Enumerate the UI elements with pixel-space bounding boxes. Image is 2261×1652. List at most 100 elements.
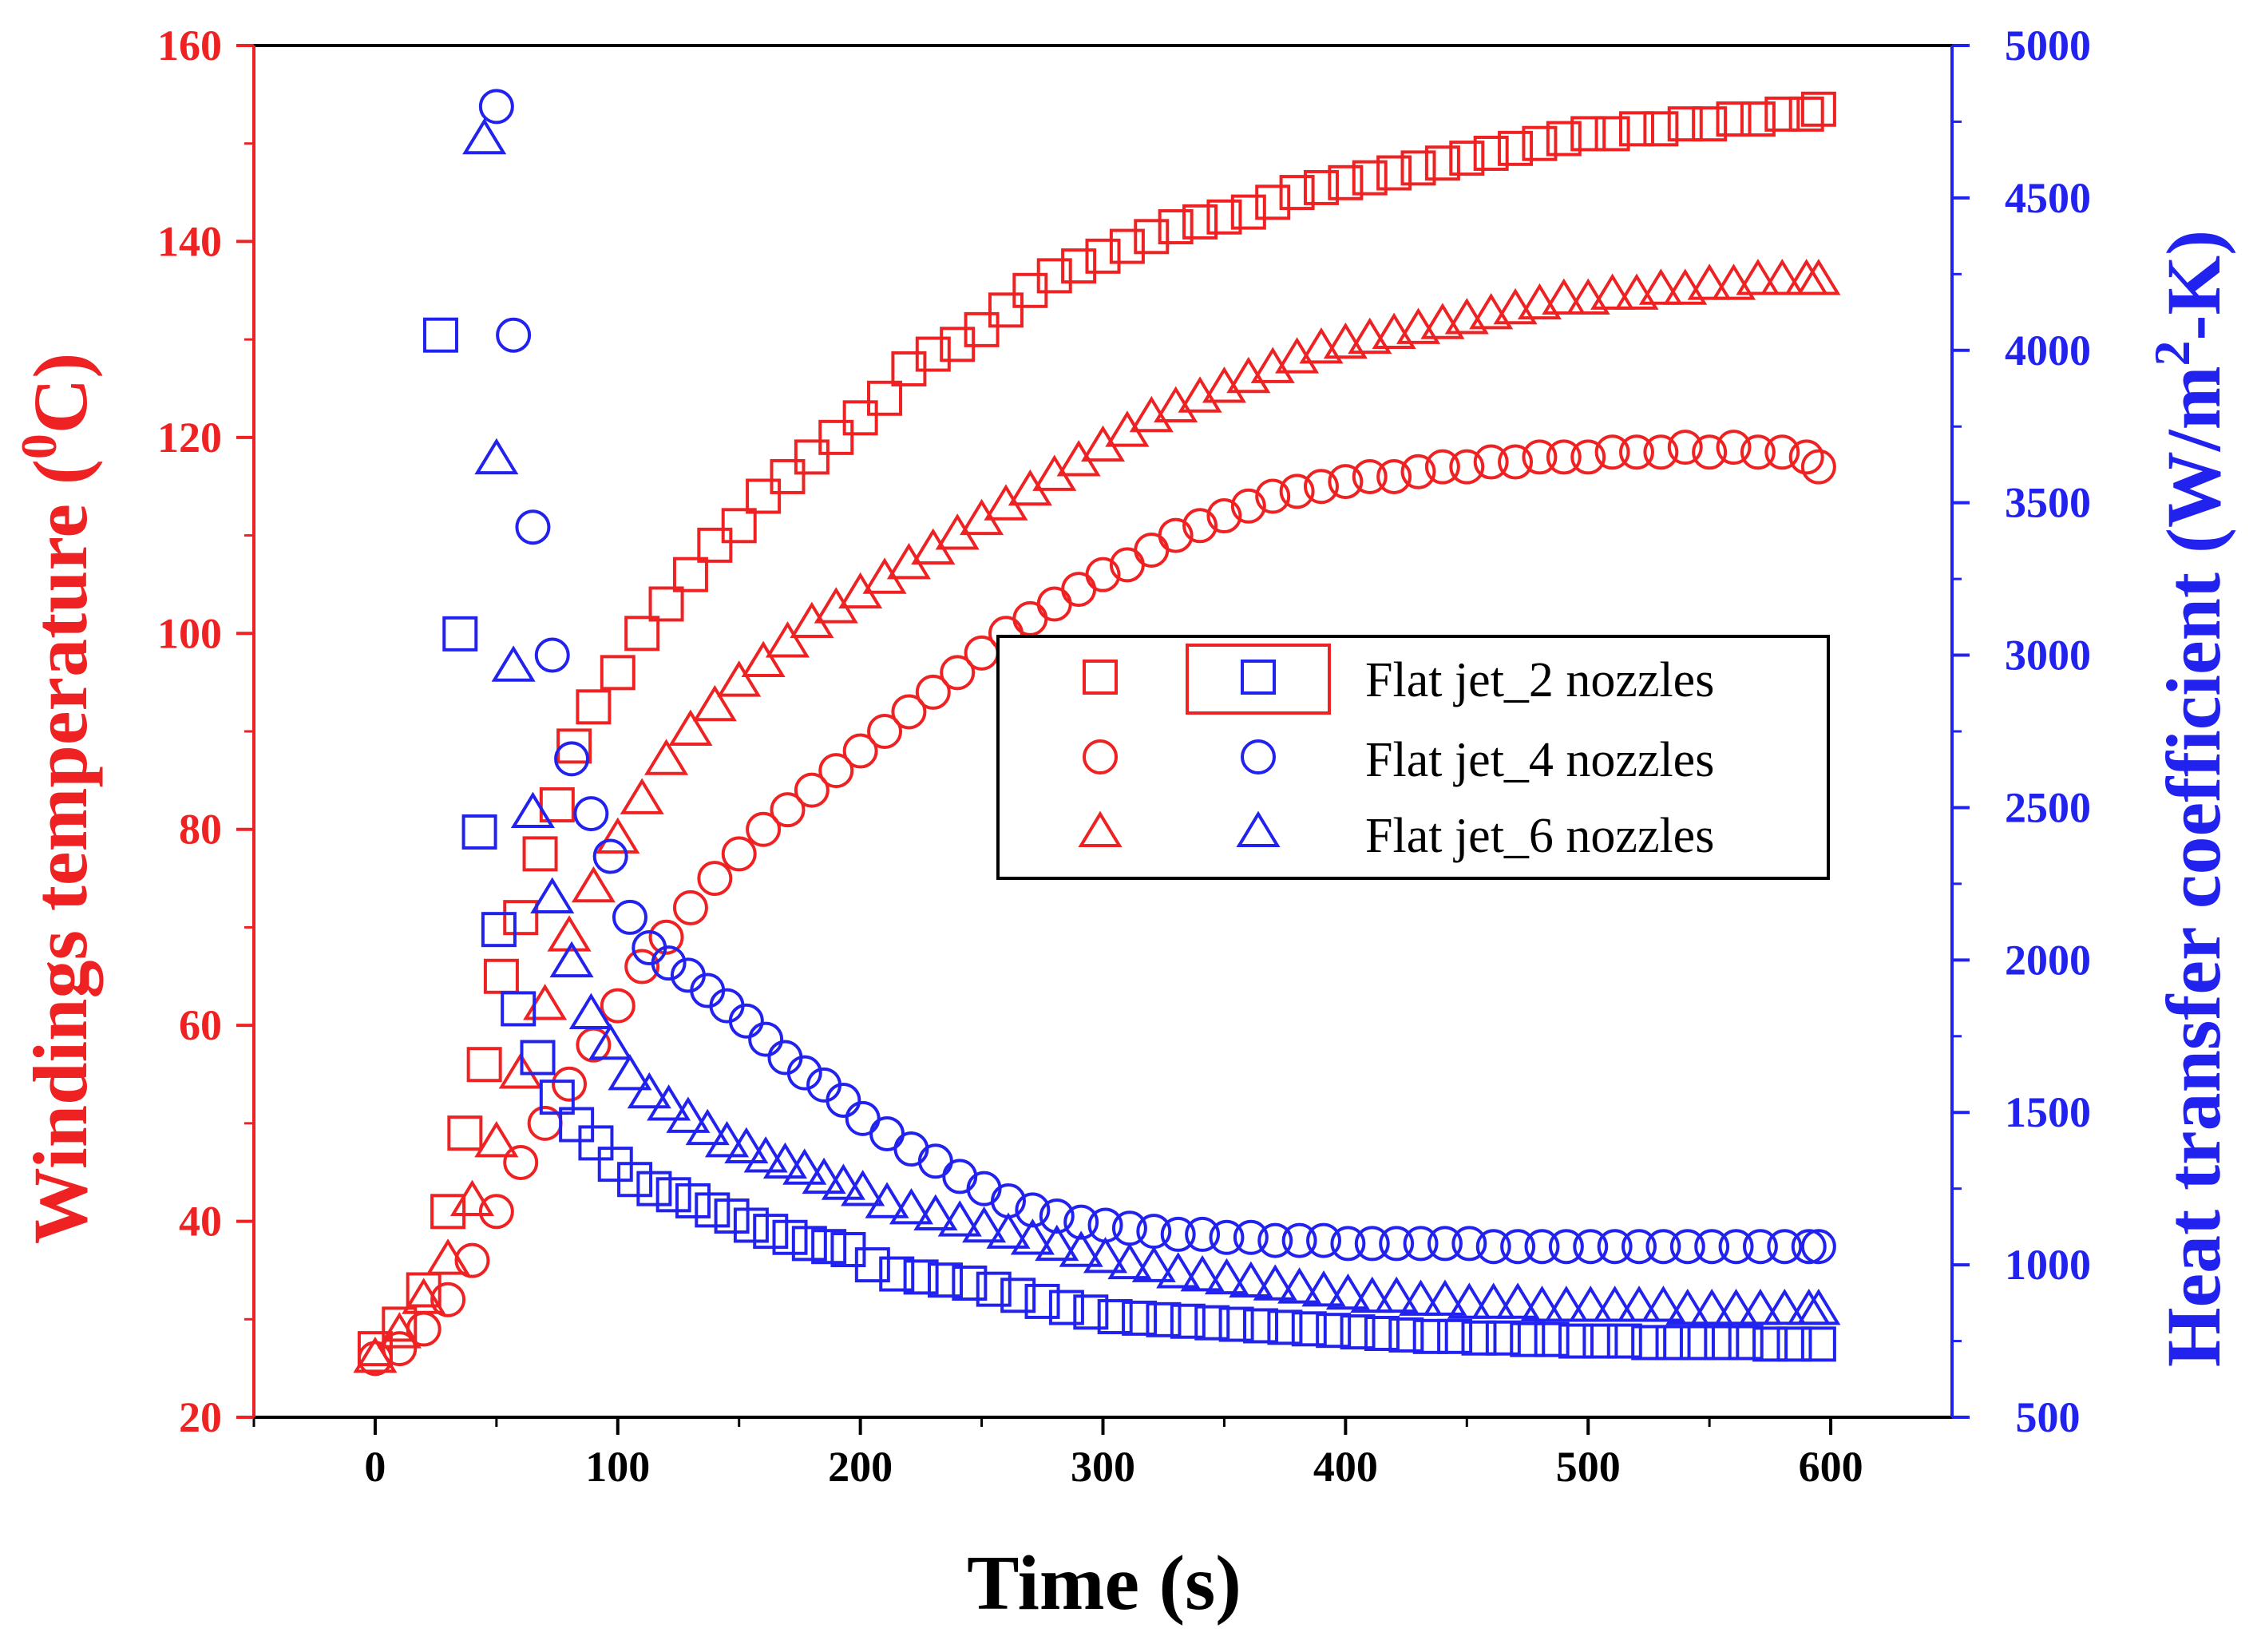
y-right-tick-label: 2500 bbox=[2005, 783, 2091, 831]
data-point-circle bbox=[1063, 1204, 1099, 1240]
data-point-circle bbox=[1427, 1226, 1463, 1262]
data-point-square bbox=[1352, 160, 1388, 196]
data-point-triangle bbox=[1590, 273, 1635, 310]
y-left-tick-label: 140 bbox=[157, 217, 222, 265]
data-point-square bbox=[772, 1219, 808, 1255]
data-point-square bbox=[1024, 1283, 1060, 1319]
data-point-triangle bbox=[1423, 1279, 1467, 1316]
y-right-title-sup: 2 bbox=[2144, 340, 2200, 366]
data-point-square bbox=[1570, 116, 1606, 152]
data-point-square bbox=[753, 1214, 789, 1250]
data-point-circle bbox=[624, 949, 660, 984]
data-point-square bbox=[988, 292, 1024, 328]
data-point-square bbox=[1376, 155, 1412, 191]
data-point-circle bbox=[1424, 449, 1460, 485]
data-point-square bbox=[675, 1183, 711, 1218]
data-point-circle bbox=[454, 1242, 490, 1278]
data-point-circle bbox=[721, 836, 757, 872]
data-point-triangle bbox=[1301, 1270, 1346, 1307]
data-point-square bbox=[1437, 1318, 1473, 1354]
data-point-square bbox=[1109, 228, 1145, 264]
y-right-tick-label: 3500 bbox=[2005, 479, 2091, 527]
data-point-circle bbox=[515, 509, 551, 545]
data-point-square bbox=[721, 508, 757, 544]
data-point-circle bbox=[1800, 449, 1836, 485]
data-point-circle bbox=[1645, 1229, 1681, 1265]
data-point-circle bbox=[478, 89, 514, 125]
data-point-square bbox=[624, 616, 660, 652]
data-point-square bbox=[976, 1271, 1012, 1307]
data-point-square bbox=[1534, 1321, 1570, 1357]
series-layer bbox=[353, 89, 1841, 1377]
data-point-circle bbox=[1039, 1198, 1075, 1234]
data-point-circle bbox=[1522, 439, 1558, 475]
series-5 bbox=[462, 117, 1841, 1325]
data-point-circle bbox=[1257, 1222, 1293, 1258]
data-point-triangle bbox=[549, 941, 594, 978]
data-point-circle bbox=[1788, 439, 1824, 475]
data-point-triangle bbox=[1469, 293, 1514, 330]
data-point-circle bbox=[1524, 1229, 1560, 1265]
data-point-square bbox=[915, 336, 951, 372]
data-point-circle bbox=[940, 655, 976, 691]
data-point-square bbox=[461, 814, 497, 850]
data-point-triangle bbox=[1714, 1288, 1759, 1325]
data-point-circle bbox=[573, 796, 609, 832]
data-point-square bbox=[442, 616, 478, 652]
data-point-square bbox=[576, 689, 612, 725]
data-point-square bbox=[539, 1080, 575, 1115]
y-right-tick-label: 1500 bbox=[2005, 1088, 2091, 1136]
data-point-circle bbox=[1548, 1229, 1584, 1265]
x-tick-label: 200 bbox=[828, 1443, 893, 1491]
y-left-title-sup: 0 bbox=[10, 434, 67, 459]
data-point-triangle bbox=[1204, 1258, 1249, 1295]
data-point-square bbox=[903, 1259, 939, 1295]
data-point-square bbox=[1000, 1278, 1036, 1313]
data-point-square bbox=[1073, 1294, 1109, 1330]
data-point-square bbox=[697, 527, 733, 563]
data-point-square bbox=[600, 655, 636, 691]
data-point-square bbox=[522, 836, 558, 872]
data-point-circle bbox=[1498, 444, 1534, 480]
data-point-square bbox=[655, 1177, 691, 1213]
data-point-triangle bbox=[1517, 283, 1562, 320]
data-point-triangle bbox=[821, 1163, 865, 1200]
data-point-square bbox=[447, 1115, 483, 1151]
data-point-circle bbox=[728, 1003, 764, 1039]
data-point-triangle bbox=[1444, 298, 1489, 335]
data-point-square bbox=[648, 586, 684, 622]
x-tick-label: 400 bbox=[1313, 1443, 1378, 1491]
data-point-square bbox=[1316, 1313, 1352, 1349]
data-point-triangle bbox=[547, 915, 592, 952]
data-point-circle bbox=[1328, 464, 1364, 500]
data-point-circle bbox=[1594, 434, 1630, 470]
data-point-square bbox=[1485, 1320, 1521, 1356]
data-point-triangle bbox=[1277, 1267, 1322, 1304]
data-point-triangle bbox=[530, 877, 575, 913]
data-point-circle bbox=[1475, 1229, 1511, 1265]
data-point-triangle bbox=[743, 1136, 788, 1173]
data-point-circle bbox=[748, 1021, 784, 1057]
data-point-square bbox=[430, 1194, 466, 1230]
data-point-square bbox=[1692, 106, 1728, 142]
data-point-triangle bbox=[1495, 1282, 1540, 1319]
legend-label-2-nozzles: Flat jet_2 nozzles bbox=[1365, 653, 1714, 707]
data-point-square bbox=[1400, 150, 1436, 186]
data-point-square bbox=[1291, 1311, 1327, 1347]
y-left-tick-label: 160 bbox=[157, 22, 222, 69]
data-point-square bbox=[794, 439, 830, 475]
data-point-circle bbox=[1667, 430, 1703, 465]
data-point-circle bbox=[1791, 1229, 1827, 1265]
data-point-square bbox=[1582, 1323, 1618, 1359]
data-point-square bbox=[1158, 209, 1194, 245]
data-point-circle bbox=[1376, 458, 1412, 494]
data-point-triangle bbox=[1396, 307, 1441, 344]
data-point-square bbox=[1679, 1325, 1715, 1361]
data-point-square bbox=[1061, 248, 1097, 284]
x-tick-label: 300 bbox=[1071, 1443, 1135, 1491]
data-point-triangle bbox=[498, 1052, 543, 1089]
data-point-circle bbox=[842, 733, 878, 769]
data-point-circle bbox=[1767, 1229, 1803, 1265]
data-point-square bbox=[483, 958, 519, 994]
data-point-circle bbox=[648, 919, 684, 955]
